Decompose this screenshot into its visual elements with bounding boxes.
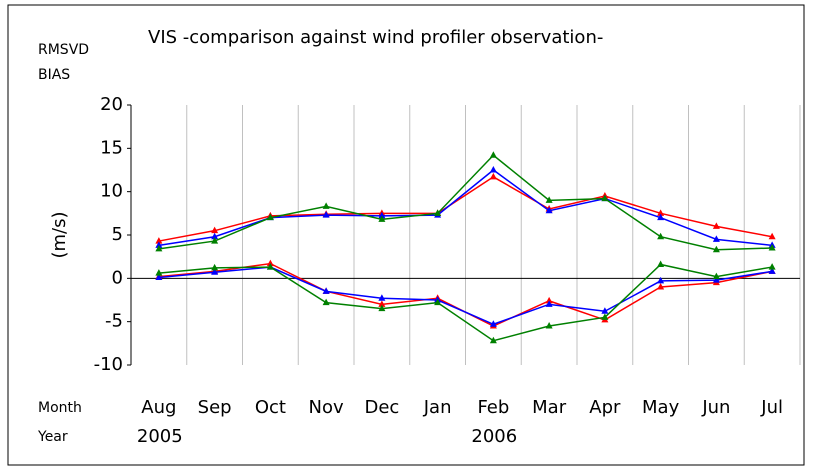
y-tick-label: 0 — [112, 267, 123, 288]
data-point — [601, 194, 609, 202]
x-tick-label: May — [642, 397, 680, 418]
x-tick-label: Mar — [532, 397, 567, 418]
data-point — [712, 222, 720, 229]
data-point — [657, 276, 665, 284]
row-label: Year — [37, 429, 68, 445]
data-point — [712, 276, 720, 283]
data-point — [768, 263, 776, 270]
y-tick-label: 5 — [112, 224, 123, 245]
series-line — [158, 263, 773, 342]
y-tick-label: 20 — [100, 94, 123, 115]
data-point — [545, 322, 553, 329]
data-point — [322, 298, 330, 306]
year-label: 2005 — [137, 426, 183, 447]
data-point — [211, 263, 219, 271]
data-point — [601, 307, 609, 314]
y-tick-label: -10 — [94, 354, 123, 375]
data-point — [378, 215, 386, 222]
data-point — [489, 166, 497, 173]
data-point — [266, 263, 274, 270]
data-point — [657, 232, 665, 240]
x-tick-label: Jun — [701, 397, 730, 418]
data-point — [434, 209, 442, 216]
data-point — [657, 209, 665, 216]
frame — [7, 4, 805, 466]
data-point — [712, 235, 720, 242]
data-point — [378, 294, 386, 301]
data-point — [378, 211, 386, 219]
data-point — [378, 300, 386, 307]
metric-label: RMSVD — [38, 42, 89, 58]
data-point — [322, 287, 330, 294]
data-point — [545, 300, 553, 307]
data-point — [545, 296, 553, 304]
x-tick-label: Sep — [198, 397, 232, 418]
x-tick-label: Nov — [309, 397, 344, 418]
x-tick-label: Feb — [477, 397, 509, 418]
data-point — [266, 213, 274, 221]
data-point — [601, 313, 609, 320]
data-point — [434, 298, 442, 306]
data-point — [266, 259, 274, 267]
x-tick-label: Dec — [364, 397, 399, 418]
data-point — [657, 260, 665, 267]
data-point — [211, 232, 219, 240]
data-point — [155, 269, 163, 276]
data-point — [155, 241, 163, 248]
data-point — [155, 273, 163, 280]
data-point — [489, 151, 497, 158]
x-tick-label: Oct — [255, 397, 286, 418]
data-point — [768, 244, 776, 251]
data-point — [155, 237, 163, 244]
data-point — [489, 172, 497, 180]
data-point — [322, 211, 330, 218]
x-tick-label: Aug — [141, 397, 176, 418]
metric-label: BIAS — [38, 67, 70, 83]
data-point — [768, 267, 776, 274]
data-point — [211, 226, 219, 234]
data-point — [657, 283, 665, 290]
data-point — [712, 272, 720, 280]
series-line — [158, 176, 773, 242]
chart-title: VIS -comparison against wind profiler ob… — [148, 27, 603, 48]
series-line — [158, 154, 773, 251]
x-tick-label: Jul — [760, 397, 783, 418]
data-point — [657, 213, 665, 221]
data-point — [545, 196, 553, 203]
data-point — [489, 336, 497, 344]
data-point — [768, 232, 776, 240]
data-point — [322, 202, 330, 209]
data-point — [545, 206, 553, 214]
y-tick-label: -5 — [105, 311, 123, 332]
y-tick-label: 10 — [100, 181, 123, 202]
data-point — [211, 268, 219, 275]
data-point — [712, 245, 720, 253]
data-point — [155, 244, 163, 252]
data-point — [378, 304, 386, 312]
x-tick-label: Jan — [423, 397, 452, 418]
y-tick-label: 15 — [100, 137, 123, 158]
row-label: Month — [38, 400, 82, 416]
x-tick-label: Apr — [589, 397, 621, 418]
year-label: 2006 — [471, 426, 517, 447]
data-point — [211, 237, 219, 244]
data-point — [489, 320, 497, 327]
y-axis-label: (m/s) — [49, 211, 70, 258]
